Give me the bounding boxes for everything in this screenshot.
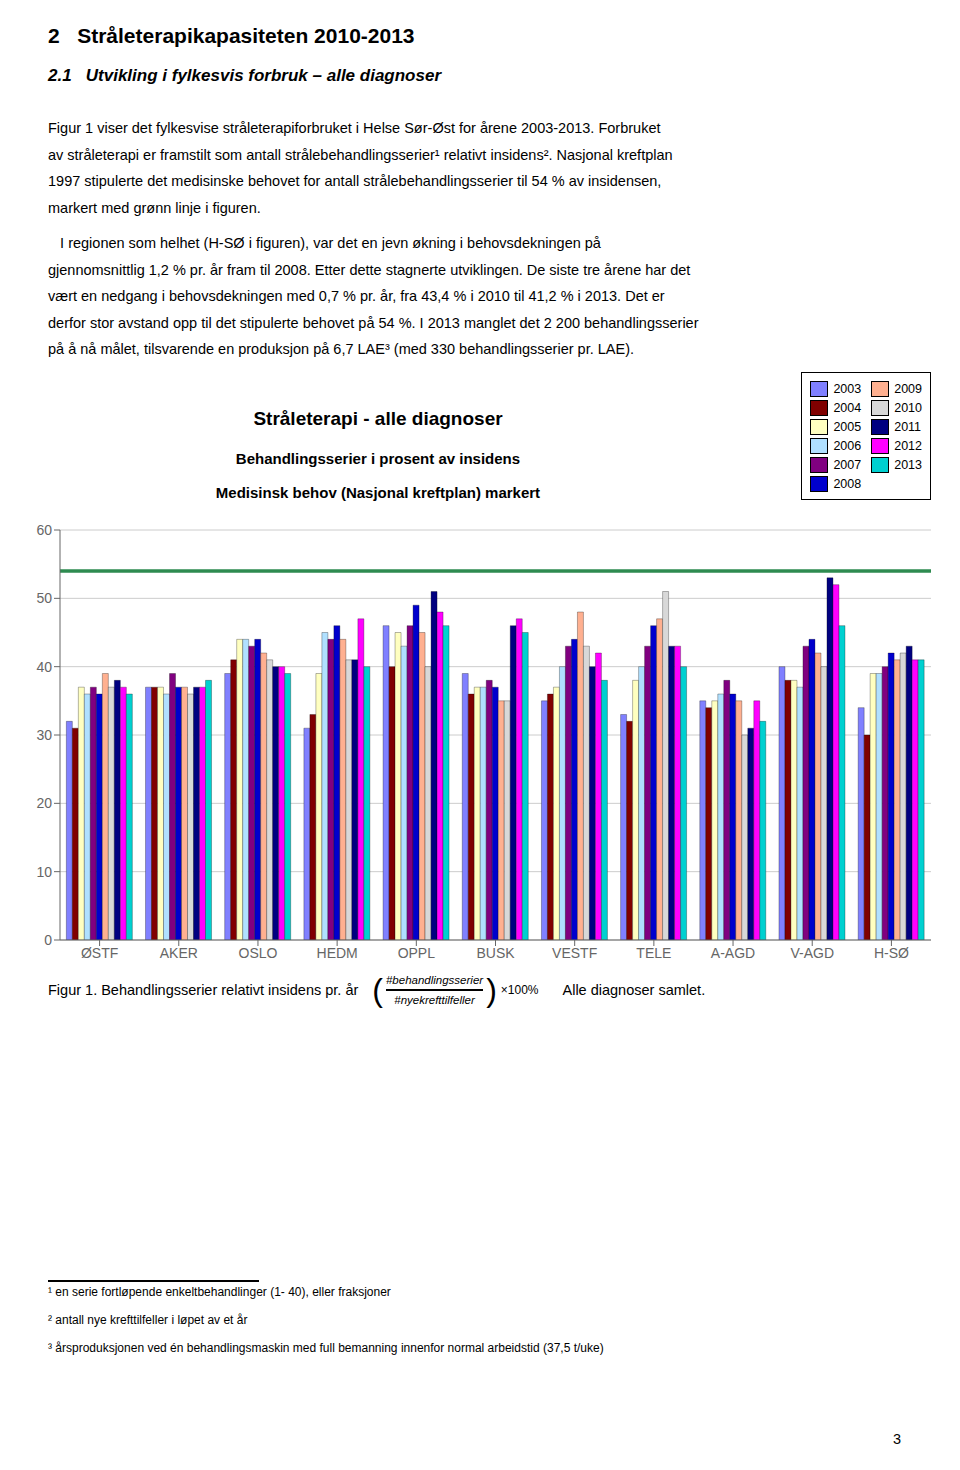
- html-text:Medisinsk behov (Nasjonal kref: Medisinsk behov (Nasjonal kreftplan) mar…: [215, 484, 541, 501]
- html-text:2010: 2010: [894, 400, 922, 415]
- svg-text:OPPL: OPPL: [398, 945, 436, 961]
- html-text:2005: 2005: [833, 419, 862, 434]
- html-text:² antall nye krefttilfeller i: ² antall nye krefttilfeller i løpet av e…: [48, 1312, 248, 1327]
- html-text:2012: 2012: [894, 438, 922, 453]
- svg-text:V-AGD: V-AGD: [790, 945, 834, 961]
- html-text:Stråleterapi - alle diagnoser: Stråleterapi - alle diagnoser: [253, 408, 503, 429]
- html-text:2003: 2003: [833, 381, 862, 396]
- svg-text:OSLO: OSLO: [239, 945, 278, 961]
- html-text:Alle diagnoser samlet.: Alle diagnoser samlet.: [562, 982, 706, 998]
- html-text:³ årsproduksjonen ved én behan: ³ årsproduksjonen ved én behandlingsmask…: [48, 1340, 604, 1355]
- svg-text:20: 20: [36, 795, 52, 811]
- svg-text:0: 0: [44, 932, 52, 948]
- html-text:3: 3: [893, 1431, 902, 1447]
- html-text:Behandlingsserier i prosent av: Behandlingsserier i prosent av insidens: [235, 450, 521, 467]
- html-text:2.1 Utvikling i fylkesvis forb: 2.1 Utvikling i fylkesvis forbruk – alle…: [48, 66, 441, 85]
- svg-text:H-SØ: H-SØ: [874, 945, 909, 961]
- svg-text:TELE: TELE: [636, 945, 671, 961]
- html-text:2007: 2007: [833, 457, 862, 472]
- html-text:2006: 2006: [833, 438, 862, 453]
- html-text:1997 stipulerte det medisinske: 1997 stipulerte det medisinske behovet f…: [48, 173, 662, 189]
- svg-text:HEDM: HEDM: [317, 945, 358, 961]
- svg-text:AKER: AKER: [160, 945, 198, 961]
- html-text:×100%: ×100%: [500, 983, 539, 997]
- svg-text:ØSTF: ØSTF: [81, 945, 118, 961]
- html-text:2 Stråleterapikapasiteten 2010: 2 Stråleterapikapasiteten 2010-2013: [48, 24, 415, 47]
- html-text:vært en nedgang i behovsdeknin: vært en nedgang i behovsdekningen med 0,…: [48, 288, 665, 304]
- svg-text:VESTF: VESTF: [552, 945, 597, 961]
- svg-text:10: 10: [36, 864, 52, 880]
- svg-text:40: 40: [36, 659, 52, 675]
- svg-text:BUSK: BUSK: [476, 945, 515, 961]
- html-text:¹ en serie fortløpende enkeltb: ¹ en serie fortløpende enkeltbehandlinge…: [48, 1285, 391, 1299]
- html-text:2009: 2009: [894, 381, 922, 396]
- html-text:Figur 1 viser det fylkesvise s: Figur 1 viser det fylkesvise stråleterap…: [48, 120, 661, 136]
- html-text:markert med grønn linje i figu: markert med grønn linje i figuren.: [48, 199, 261, 216]
- html-text:2013: 2013: [894, 457, 922, 472]
- html-text:2008: 2008: [833, 476, 862, 491]
- svg-text:50: 50: [36, 590, 52, 606]
- html-text:gjennomsnittlig 1,2 % pr. år f: gjennomsnittlig 1,2 % pr. år fram til 20…: [48, 261, 691, 278]
- svg-text:30: 30: [36, 727, 52, 743]
- html-text:Figur 1. Behandlingsserier rel: Figur 1. Behandlingsserier relativt insi…: [48, 982, 359, 998]
- html-text:av stråleterapi er framstilt s: av stråleterapi er framstilt som antall …: [48, 146, 673, 163]
- html-text:2004: 2004: [833, 400, 862, 415]
- svg-text:A-AGD: A-AGD: [711, 945, 755, 961]
- svg-text:60: 60: [36, 522, 52, 538]
- html-text:derfor stor avstand opp til de: derfor stor avstand opp til det stipuler…: [48, 314, 699, 331]
- html-text:#behandlingsserier: #behandlingsserier: [386, 974, 484, 987]
- html-text:#nyekrefttilfeller: #nyekrefttilfeller: [394, 993, 475, 1006]
- html-text:I regionen som helhet (H-SØ i: I regionen som helhet (H-SØ i figuren), …: [48, 235, 601, 251]
- html-text:2011: 2011: [894, 419, 922, 434]
- html-text:på å nå målet, tilsvarende en: på å nå målet, tilsvarende en produksjon…: [48, 341, 634, 357]
